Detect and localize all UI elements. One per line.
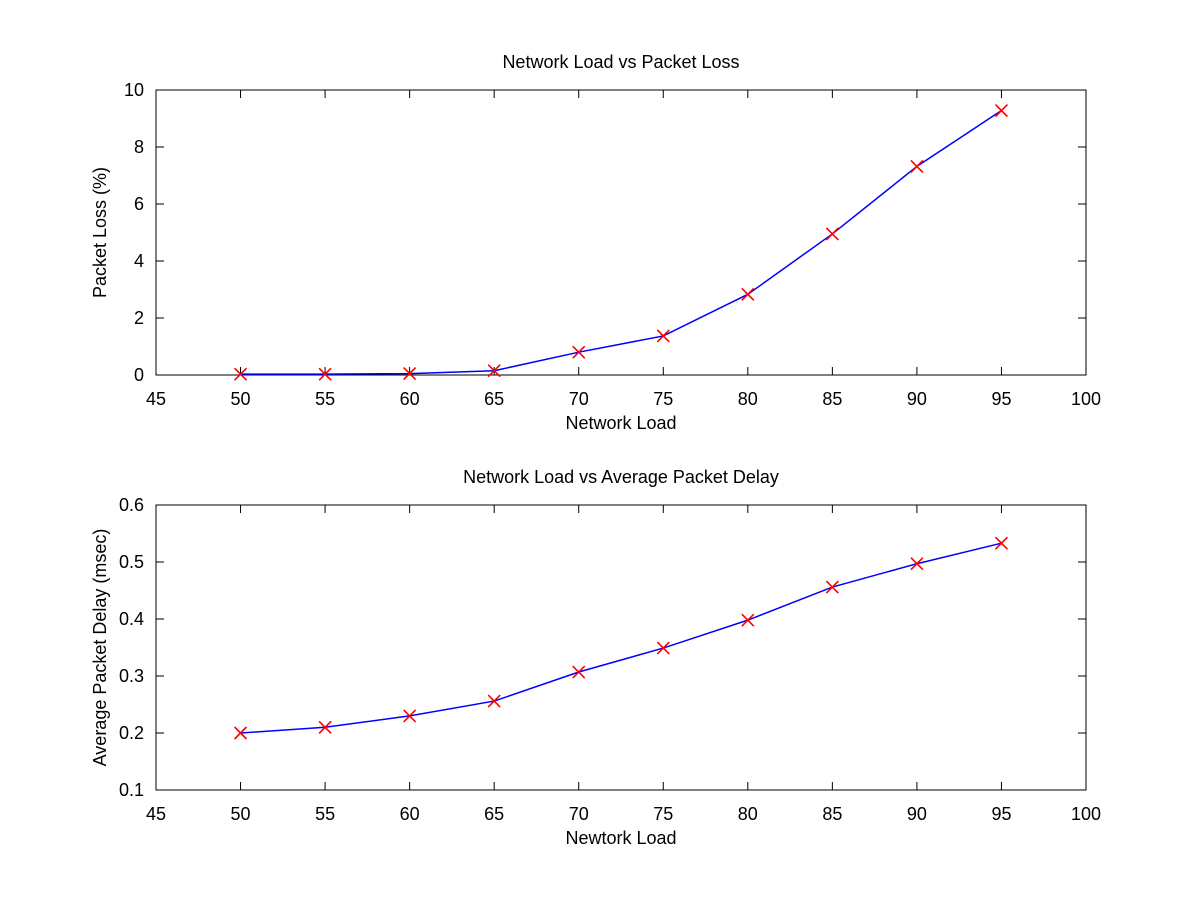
- x-tick-label: 45: [146, 389, 166, 409]
- x-tick-label: 60: [400, 389, 420, 409]
- data-point-marker: [403, 709, 417, 723]
- y-tick-label: 8: [134, 137, 144, 157]
- y-axis-label: Average Packet Delay (msec): [90, 529, 110, 767]
- y-tick-label: 0.1: [119, 780, 144, 800]
- data-point-marker: [572, 665, 586, 679]
- y-tick-label: 4: [134, 251, 144, 271]
- data-point-marker: [233, 367, 248, 381]
- x-tick-label: 70: [569, 804, 589, 824]
- x-tick-label: 65: [484, 804, 504, 824]
- x-axis-label: Newtork Load: [565, 828, 676, 848]
- x-tick-label: 55: [315, 804, 335, 824]
- x-tick-label: 75: [653, 389, 673, 409]
- x-tick-label: 100: [1071, 389, 1101, 409]
- data-point-marker: [233, 726, 248, 740]
- data-point-marker: [994, 103, 1009, 118]
- data-point-marker: [825, 227, 839, 241]
- x-tick-label: 90: [907, 389, 927, 409]
- data-point-marker: [825, 580, 839, 594]
- x-tick-label: 45: [146, 804, 166, 824]
- y-tick-label: 0.6: [119, 495, 144, 515]
- plot-frame: [155, 504, 1087, 791]
- data-point-marker: [656, 641, 670, 655]
- data-point-marker: [487, 364, 501, 378]
- data-point-marker: [994, 536, 1009, 550]
- data-point-marker: [910, 159, 924, 173]
- x-tick-label: 95: [991, 804, 1011, 824]
- chart-title: Network Load vs Packet Loss: [502, 52, 739, 72]
- x-tick-label: 100: [1071, 804, 1101, 824]
- plot-frame: [155, 89, 1087, 376]
- data-point-marker: [487, 694, 501, 708]
- data-point-marker: [572, 345, 586, 359]
- y-tick-label: 0: [134, 365, 144, 385]
- x-tick-label: 50: [231, 389, 251, 409]
- data-point-marker: [318, 367, 332, 381]
- x-tick-label: 80: [738, 389, 758, 409]
- data-point-marker: [656, 329, 670, 343]
- series-line: [240, 109, 1002, 375]
- chart-title: Network Load vs Average Packet Delay: [463, 467, 779, 487]
- x-tick-label: 55: [315, 389, 335, 409]
- x-tick-label: 95: [991, 389, 1011, 409]
- x-tick-label: 80: [738, 804, 758, 824]
- data-point-marker: [741, 613, 755, 627]
- data-point-marker: [910, 557, 924, 571]
- x-tick-label: 85: [822, 389, 842, 409]
- x-tick-label: 50: [231, 804, 251, 824]
- chart-2: Network Load vs Average Packet Delay 45 50…: [90, 467, 1101, 848]
- y-axis-label: Packet Loss (%): [90, 167, 110, 298]
- data-point-marker: [403, 367, 417, 381]
- x-tick-label: 65: [484, 389, 504, 409]
- x-tick-label: 85: [822, 804, 842, 824]
- data-point-marker: [741, 287, 755, 301]
- y-tick-label: 10: [124, 80, 144, 100]
- data-point-marker: [318, 720, 332, 734]
- x-tick-label: 90: [907, 804, 927, 824]
- y-tick-label: 2: [134, 308, 144, 328]
- x-tick-label: 70: [569, 389, 589, 409]
- y-tick-label: 0.4: [119, 609, 144, 629]
- y-tick-label: 6: [134, 194, 144, 214]
- x-tick-label: 75: [653, 804, 673, 824]
- y-tick-label: 0.2: [119, 723, 144, 743]
- series-line: [240, 542, 1002, 734]
- y-tick-label: 0.3: [119, 666, 144, 686]
- x-axis-label: Network Load: [565, 413, 676, 433]
- y-tick-label: 0.5: [119, 552, 144, 572]
- x-tick-label: 60: [400, 804, 420, 824]
